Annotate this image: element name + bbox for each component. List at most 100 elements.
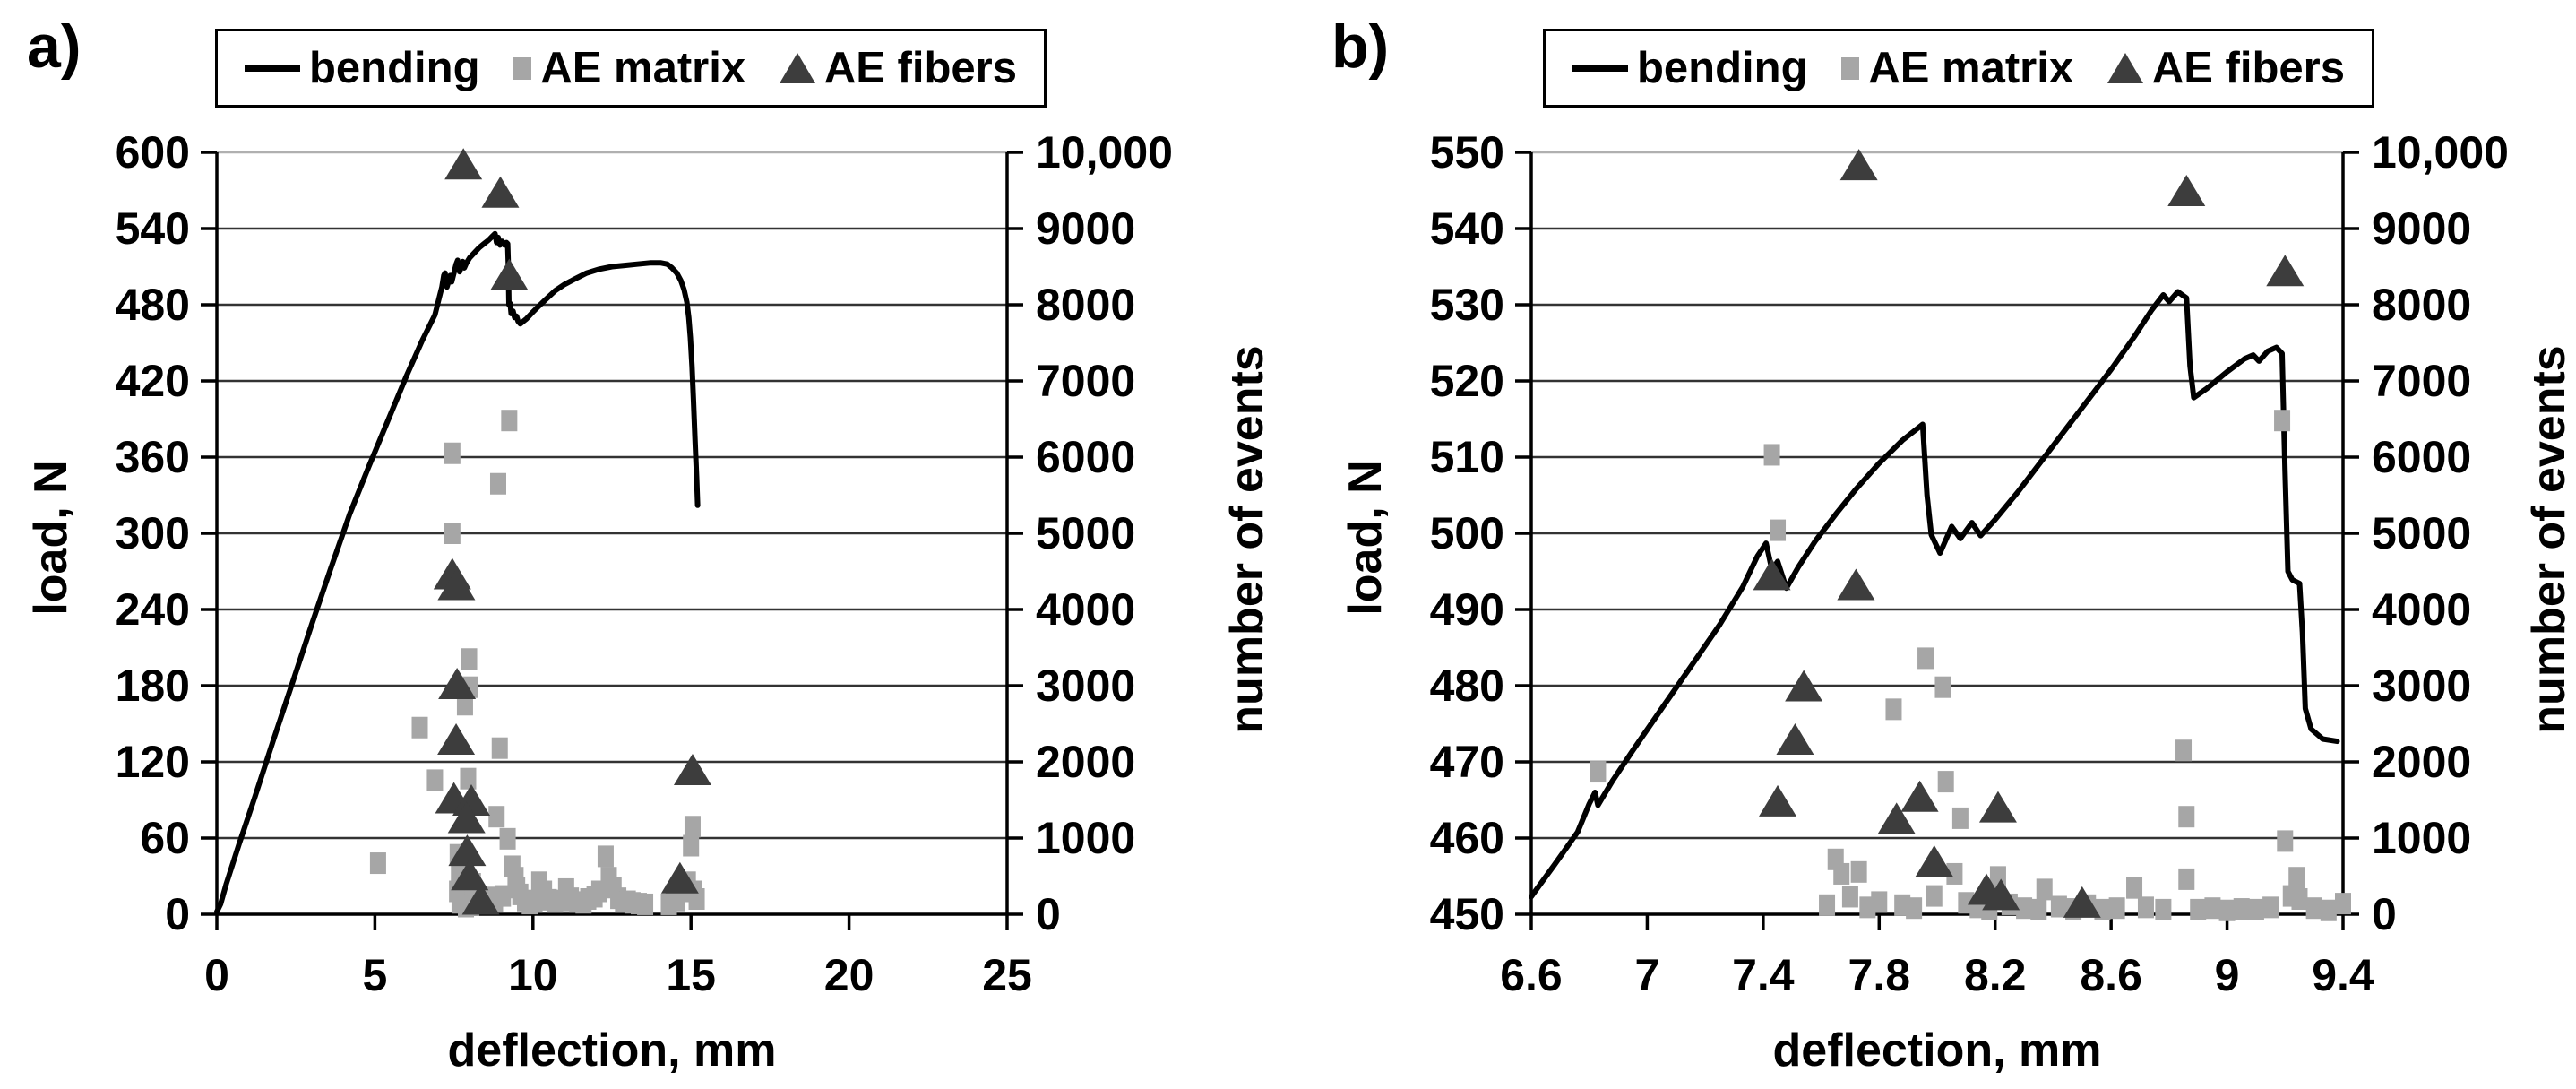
y-left-tick-label: 530 — [1430, 280, 1504, 330]
ae-matrix-marker — [2126, 877, 2143, 899]
ae-matrix-marker — [2233, 898, 2250, 920]
y-right-tick-label: 10,000 — [2372, 127, 2509, 177]
y-right-tick-label: 4000 — [1036, 584, 1135, 635]
y-right-tick-label: 7000 — [2372, 356, 2471, 406]
ae-matrix-marker — [1763, 444, 1780, 466]
x-tick-label: 15 — [666, 950, 716, 1000]
ae-matrix-marker — [2247, 898, 2264, 920]
ae-fibers-marker — [2167, 175, 2206, 206]
ae-matrix-marker — [2036, 878, 2053, 901]
ae-matrix-marker — [2305, 897, 2322, 920]
ae-fibers-marker — [1753, 558, 1791, 591]
ae-matrix-marker — [2262, 896, 2279, 919]
y-axis-title-events-b: number of events — [2523, 345, 2575, 734]
ae-matrix-marker — [456, 694, 473, 716]
y-left-tick-label: 450 — [1430, 889, 1504, 939]
x-tick-label: 6.6 — [1500, 950, 1563, 1000]
ae-fibers-marker — [1776, 723, 1814, 755]
y-left-tick-label: 240 — [116, 584, 190, 635]
y-left-tick-label: 490 — [1430, 584, 1504, 635]
legend-item-bending: bending — [245, 43, 480, 93]
panel-label-b: b) — [1331, 13, 1390, 81]
x-tick-label: 7.4 — [1732, 950, 1795, 1000]
bending-line-swatch-icon — [245, 65, 300, 72]
y-left-tick-label: 460 — [1430, 813, 1504, 863]
panel-label-a: a) — [27, 13, 82, 81]
ae-matrix-marker — [495, 885, 512, 907]
ae-fibers-marker — [447, 801, 486, 834]
ae-fibers-marker — [438, 667, 477, 699]
ae-matrix-marker — [1937, 771, 1954, 793]
ae-matrix-marker — [489, 472, 506, 495]
bending-line — [214, 230, 701, 915]
y-right-tick-label: 9000 — [2372, 203, 2471, 254]
x-tick-label: 8.2 — [1964, 950, 2027, 1000]
legend-b: bending AE matrix AE fibers — [1543, 29, 2374, 108]
ae-fibers-marker — [2063, 886, 2101, 918]
ae-fibers-marker — [1915, 845, 1953, 877]
ae-matrix-marker — [2335, 893, 2351, 915]
ae-matrix-marker — [2137, 896, 2154, 919]
y-right-tick-label: 2000 — [1036, 737, 1135, 787]
ae-fibers-marker — [437, 568, 476, 601]
legend-label-bending: bending — [309, 44, 480, 92]
legend-item-bending: bending — [1572, 43, 1808, 93]
ae-fibers-marker — [444, 148, 483, 180]
ae-matrix-marker — [426, 769, 444, 791]
y-left-tick-label: 470 — [1430, 737, 1504, 787]
x-tick-label: 0 — [204, 950, 229, 1000]
y-right-tick-label: 0 — [2372, 889, 2397, 939]
y-right-tick-label: 4000 — [2372, 584, 2471, 635]
ae-fibers-marker — [461, 883, 500, 915]
y-left-tick-label: 480 — [1430, 661, 1504, 711]
y-right-tick-label: 3000 — [2372, 661, 2471, 711]
ae-matrix-marker — [1934, 676, 1951, 698]
legend-label-ae-fibers: AE fibers — [2151, 44, 2345, 92]
y-right-tick-label: 1000 — [1036, 813, 1135, 863]
ae-matrix-marker — [684, 816, 701, 838]
ae-matrix-marker — [2175, 739, 2193, 762]
ae-matrix-marker — [2030, 898, 2047, 920]
ae-fibers-marker — [452, 784, 491, 816]
ae-fibers-marker — [490, 258, 529, 290]
y-left-tick-label: 510 — [1430, 432, 1504, 482]
ae-fibers-marker — [1900, 780, 1939, 812]
ae-matrix-square-icon — [513, 56, 532, 80]
ae-matrix-marker — [369, 852, 386, 875]
ae-fibers-marker — [451, 859, 489, 891]
ae-matrix-marker — [1590, 761, 1607, 783]
legend-label-bending: bending — [1637, 44, 1808, 92]
ae-matrix-marker — [499, 827, 516, 850]
ae-fibers-triangle-icon — [779, 53, 815, 83]
y-left-tick-label: 360 — [116, 432, 190, 482]
ae-fibers-marker — [1759, 784, 1797, 817]
ae-matrix-marker — [1850, 860, 1867, 883]
y-right-tick-label: 3000 — [1036, 661, 1135, 711]
x-tick-label: 8.6 — [2080, 950, 2142, 1000]
ae-fibers-marker — [448, 834, 487, 867]
y-left-tick-label: 540 — [1430, 203, 1504, 254]
ae-matrix-marker — [1917, 647, 1934, 670]
ae-matrix-marker — [1885, 698, 1902, 721]
ae-matrix-marker — [460, 767, 477, 790]
x-axis-title-a: deflection, mm — [447, 1024, 777, 1076]
y-right-tick-label: 7000 — [1036, 356, 1135, 406]
x-tick-label: 7.8 — [1848, 950, 1911, 1000]
y-right-tick-label: 9000 — [1036, 203, 1135, 254]
ae-matrix-marker — [1841, 886, 1858, 908]
x-tick-label: 9.4 — [2312, 950, 2374, 1000]
ae-fibers-marker — [1837, 568, 1875, 601]
ae-fibers-marker — [1982, 878, 2020, 911]
ae-matrix-marker — [2204, 897, 2221, 920]
y-right-tick-label: 10,000 — [1036, 127, 1173, 177]
ae-matrix-marker — [1906, 897, 1923, 920]
ae-matrix-marker — [461, 648, 478, 670]
y-left-tick-label: 300 — [116, 508, 190, 558]
y-left-tick-label: 600 — [116, 127, 190, 177]
y-right-tick-label: 5000 — [2372, 508, 2471, 558]
x-tick-label: 5 — [362, 950, 387, 1000]
ae-matrix-marker — [1770, 519, 1787, 541]
y-axis-title-events-a: number of events — [1221, 345, 1273, 734]
